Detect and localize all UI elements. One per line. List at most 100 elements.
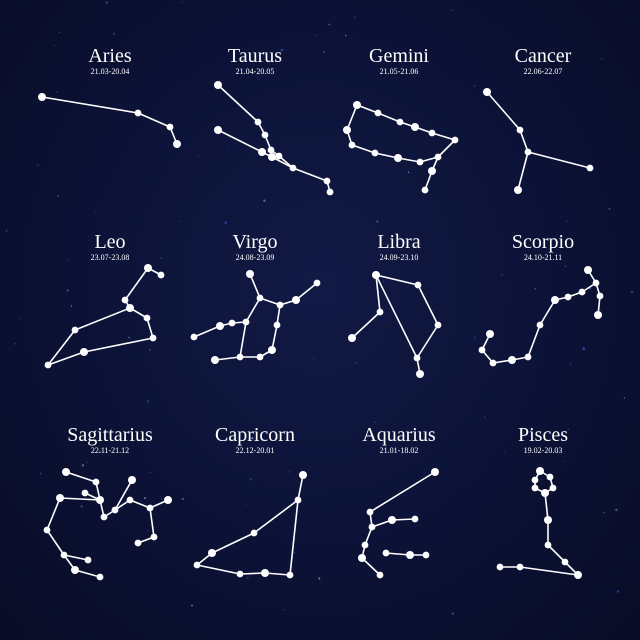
faint-star — [150, 428, 153, 430]
faint-star — [57, 195, 59, 197]
star-point — [228, 319, 236, 327]
constellation-line — [65, 471, 97, 483]
constellation-line — [59, 497, 101, 501]
constellation-line — [129, 499, 151, 509]
faint-star — [322, 50, 326, 54]
star-point — [416, 370, 424, 378]
faint-star — [473, 85, 476, 87]
star-point — [166, 123, 174, 131]
star-point — [157, 271, 165, 279]
constellation-line — [539, 299, 556, 326]
faint-star — [602, 511, 605, 514]
faint-star — [147, 529, 149, 531]
star-point — [143, 314, 151, 322]
star-point — [406, 551, 414, 559]
star-point — [214, 81, 222, 89]
star-point — [275, 152, 283, 160]
faint-star — [105, 1, 108, 4]
faint-star — [473, 336, 476, 339]
star-point — [62, 468, 70, 476]
star-point — [536, 321, 544, 329]
constellation-line — [385, 552, 411, 556]
star-point — [434, 153, 442, 161]
star-point — [190, 333, 198, 341]
star-point — [71, 566, 79, 574]
faint-star — [280, 48, 284, 52]
star-point — [561, 558, 569, 566]
sign-libra: Libra 24.09-23.10 — [326, 231, 472, 263]
star-point — [173, 140, 181, 148]
faint-star — [80, 505, 83, 508]
constellation-line — [375, 274, 418, 359]
faint-star — [355, 362, 357, 364]
star-point — [261, 131, 269, 139]
faint-star — [197, 155, 200, 158]
constellation-line — [351, 144, 376, 154]
star-point — [292, 296, 300, 304]
faint-star — [225, 205, 227, 207]
faint-star-layer — [5, 1, 634, 615]
sign-dates-libra: 24.09-23.10 — [379, 253, 419, 262]
star-point — [149, 334, 157, 342]
sign-dates-aquarius: 21.01-18.02 — [379, 446, 419, 455]
faint-star — [630, 291, 634, 294]
star-point — [256, 294, 264, 302]
faint-star — [608, 207, 611, 210]
faint-star — [249, 478, 252, 481]
faint-star — [242, 58, 245, 61]
faint-star — [500, 273, 504, 276]
constellation-virgo — [190, 270, 321, 364]
star-point — [541, 489, 549, 497]
star-point — [273, 321, 281, 329]
sign-virgo: Virgo 24.08-23.09 — [182, 231, 328, 263]
star-point — [431, 468, 439, 476]
faint-star — [14, 342, 17, 345]
faint-star — [149, 349, 151, 351]
star-point — [126, 304, 134, 312]
star-point — [516, 563, 524, 571]
sign-name-capricorn: Capricorn — [215, 424, 295, 446]
faint-star — [128, 336, 130, 339]
constellation-sagittarius — [43, 468, 172, 581]
faint-star — [451, 9, 453, 12]
star-point — [434, 321, 442, 329]
sign-name-aquarius: Aquarius — [362, 424, 436, 446]
faint-star — [344, 34, 347, 37]
constellation-line — [146, 317, 154, 339]
star-point — [348, 141, 356, 149]
faint-star — [313, 358, 315, 360]
constellation-layer — [38, 81, 604, 581]
star-point — [372, 271, 380, 279]
faint-star — [95, 210, 97, 212]
star-point — [286, 571, 294, 579]
faint-star — [311, 293, 313, 294]
faint-star — [374, 421, 376, 424]
faint-star — [315, 34, 317, 36]
faint-star — [376, 220, 379, 223]
star-point — [549, 484, 557, 492]
constellation-line — [74, 569, 101, 578]
star-point — [396, 118, 404, 126]
faint-star — [557, 107, 559, 109]
star-point — [413, 354, 421, 362]
star-point — [92, 478, 100, 486]
faint-star — [224, 221, 227, 224]
constellation-line — [416, 324, 439, 359]
star-point — [134, 109, 142, 117]
star-point — [382, 549, 390, 557]
constellation-taurus — [214, 81, 334, 196]
constellation-libra — [348, 271, 442, 378]
constellation-line — [375, 274, 419, 286]
constellation-leo — [44, 264, 165, 369]
star-point — [422, 551, 430, 559]
star-point — [128, 476, 136, 484]
faint-star — [567, 428, 570, 431]
star-point — [414, 281, 422, 289]
constellation-line — [217, 129, 263, 153]
constellation-line — [217, 84, 259, 123]
star-point — [374, 109, 382, 117]
faint-star — [318, 577, 321, 580]
constellation-line — [297, 474, 304, 501]
constellation-line — [249, 273, 261, 299]
